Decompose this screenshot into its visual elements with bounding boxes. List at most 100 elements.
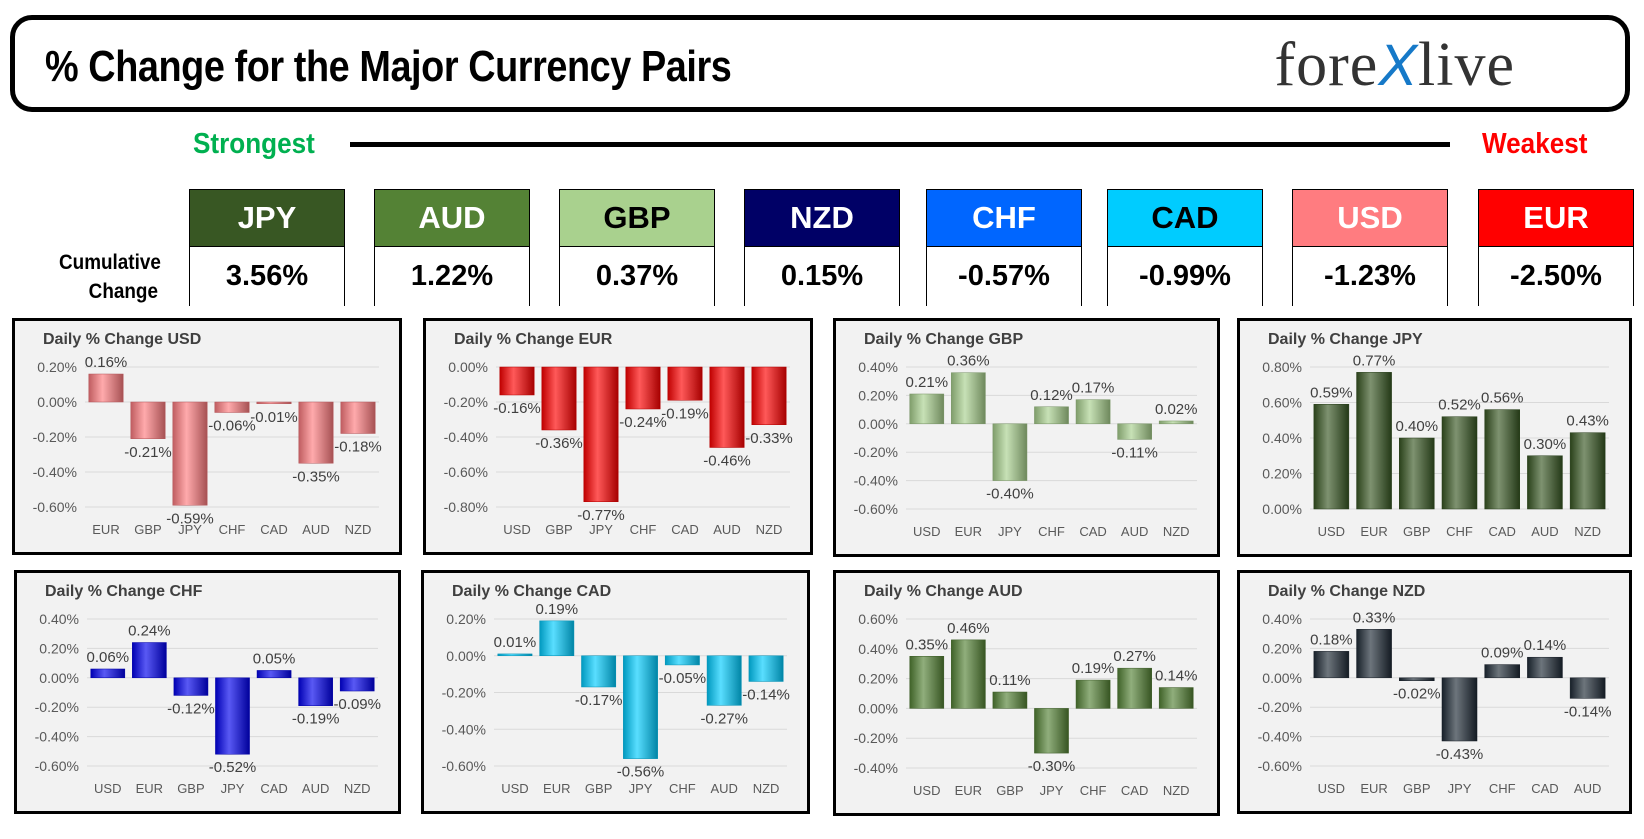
chart-panel: Daily % Change EUR 0.00% -0.20% -0.40% -0.60… [423,318,813,555]
data-label: -0.19% [292,711,340,728]
bar [664,655,700,666]
bar [1313,651,1350,679]
currency-box-nzd: NZD 0.15% [744,189,900,306]
bar [581,655,617,688]
x-tick-label: JPY [629,781,653,796]
data-label: -0.02% [1393,686,1441,703]
bar [173,677,209,696]
data-label: 0.18% [1310,631,1353,648]
data-label: -0.33% [745,430,793,447]
bar [667,366,703,401]
chart-title: Daily % Change USD [43,331,202,348]
data-label: 0.01% [494,634,537,651]
data-label: -0.59% [166,510,214,527]
x-tick-label: AUD [710,781,737,796]
bar-chart: 0.40% 0.20% 0.00% -0.20% -0.40% -0.60% 0.21% US… [854,353,1198,539]
data-label: -0.09% [333,696,381,713]
bar [1484,664,1520,679]
currency-code: CAD [1108,190,1262,247]
chart-panel: Daily % Change CAD 0.20% 0.00% -0.20% -0.40%… [421,570,810,814]
chart-title: Daily % Change GBP [864,331,1024,348]
data-label: 0.19% [1072,660,1115,677]
data-label: 0.30% [1524,436,1567,453]
data-label: 0.12% [1030,387,1073,404]
data-label: 0.40% [1396,418,1439,435]
x-tick-label: NZD [345,522,372,537]
y-tick-label: -0.20% [854,444,898,460]
data-label: 0.43% [1566,413,1609,430]
y-tick-label: 0.00% [37,394,77,410]
data-label: -0.17% [575,692,623,709]
data-label: 0.59% [1310,384,1353,401]
y-tick-label: 0.40% [39,611,79,627]
y-tick-label: -0.20% [35,699,79,715]
data-label: 0.05% [253,650,296,667]
data-label: -0.36% [535,435,583,452]
data-label: -0.14% [742,686,790,703]
y-tick-label: -0.60% [444,464,488,480]
x-tick-label: GBP [134,522,161,537]
x-tick-label: JPY [178,522,202,537]
bar [214,401,250,413]
currency-code: JPY [190,190,344,247]
y-tick-label: 0.40% [858,641,898,657]
chart-title: Daily % Change AUD [864,583,1023,600]
bar [951,372,986,425]
data-label: -0.18% [334,439,382,456]
data-label: 0.52% [1438,397,1481,414]
bar [1441,416,1478,510]
y-tick-label: 0.20% [858,387,898,403]
data-label: 0.14% [1524,637,1567,654]
x-tick-label: GBP [1403,781,1430,796]
currency-box-aud: AUD 1.22% [374,189,530,306]
y-tick-label: -0.40% [444,429,488,445]
bar [339,677,375,692]
y-tick-label: -0.40% [854,473,898,489]
bar [1034,406,1069,425]
x-tick-label: EUR [955,783,982,798]
x-tick-label: CHF [669,781,696,796]
bar [625,366,661,410]
bar [1399,437,1435,510]
data-label: -0.19% [661,405,709,422]
bar [256,401,292,404]
data-label: 0.14% [1155,668,1198,685]
data-label: 0.09% [1481,645,1524,662]
bar [1117,423,1152,440]
x-tick-label: USD [501,781,528,796]
x-tick-label: CHF [219,522,246,537]
x-tick-label: EUR [955,524,982,539]
chart-panel: Daily % Change JPY 0.80% 0.60% 0.40% 0.20% 0.… [1237,318,1632,557]
bar [909,393,945,425]
x-tick-label: CAD [1531,781,1558,796]
y-tick-label: 0.00% [1262,501,1302,517]
data-label: 0.17% [1072,380,1115,397]
data-label: 0.21% [906,374,949,391]
x-tick-label: USD [913,783,940,798]
y-tick-label: -0.20% [442,685,486,701]
cumulative-change-value: 0.15% [745,247,899,306]
y-tick-label: -0.40% [442,721,486,737]
y-tick-label: 0.00% [858,416,898,432]
y-tick-label: 0.60% [858,611,898,627]
bar [497,653,533,656]
bar [1075,399,1111,425]
bar [1158,420,1194,425]
currency-code: CHF [927,190,1081,247]
y-tick-label: 0.20% [39,640,79,656]
bar [909,656,945,709]
bar-chart: 0.60% 0.40% 0.20% 0.00% -0.20% -0.40% 0.35% USD… [854,611,1198,798]
data-label: -0.40% [986,486,1034,503]
chart-title: Daily % Change CHF [45,583,203,600]
x-tick-label: AUD [302,522,329,537]
data-label: -0.06% [208,418,256,435]
y-tick-label: 0.40% [858,359,898,375]
x-tick-label: CAD [260,781,287,796]
data-label: 0.77% [1353,352,1396,369]
y-tick-label: -0.20% [854,730,898,746]
data-label: -0.43% [1436,746,1484,763]
bar [132,642,167,679]
logo-text-live: live [1418,31,1515,99]
strongest-label: Strongest [193,128,315,160]
data-label: -0.05% [659,670,707,687]
